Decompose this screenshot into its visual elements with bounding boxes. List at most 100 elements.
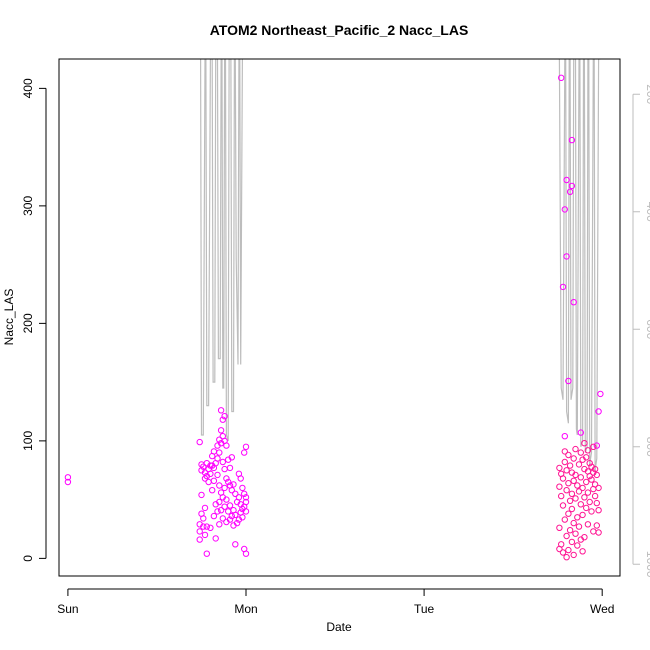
data-point-s1-31 [570, 551, 577, 559]
data-point-s1-1 [556, 483, 563, 490]
data-point-s0-20 [203, 550, 211, 557]
data-point-s1-65 [588, 476, 595, 483]
data-point-s1-14 [563, 487, 570, 494]
data-point-s0-108 [568, 136, 576, 144]
data-point-s0-12 [200, 523, 207, 530]
data-point-s0-24 [207, 470, 214, 477]
axes: Sun Mon Tue Wed 0 100 200 300 400 200 400 600 800 100… [21, 78, 650, 616]
data-point-s1-16 [563, 554, 570, 561]
data-point-s0-2 [196, 438, 203, 446]
data-point-s0-107 [566, 188, 574, 196]
data-point-s1-63 [586, 498, 593, 506]
data-point-s1-9 [559, 549, 567, 556]
data-point-s1-47 [579, 484, 586, 492]
data-point-s0-25 [207, 524, 214, 531]
data-point-s1-18 [565, 480, 572, 487]
data-point-s1-26 [568, 505, 576, 513]
data-point-s1-54 [583, 454, 590, 461]
data-point-s0-85 [237, 475, 244, 482]
data-point-s1-8 [559, 502, 567, 509]
data-point-s0-81 [233, 519, 241, 527]
data-point-s0-46 [217, 427, 225, 434]
data-point-s0-114 [597, 390, 604, 398]
data-point-s0-90 [239, 514, 246, 521]
data-point-s1-62 [586, 472, 593, 480]
data-point-s1-61 [586, 460, 593, 467]
y2-tick-label: 1000 [644, 551, 650, 578]
data-point-s0-103 [561, 433, 568, 440]
data-point-s1-27 [568, 538, 576, 546]
data-point-s1-33 [572, 471, 579, 479]
data-point-s0-43 [216, 498, 223, 506]
data-point-s0-37 [214, 455, 221, 462]
data-point-s0-55 [221, 413, 228, 420]
data-point-s0-96 [242, 494, 250, 501]
data-point-s0-77 [232, 490, 239, 497]
data-point-s1-17 [565, 451, 572, 459]
data-point-s0-42 [216, 482, 223, 489]
plot-frame [58, 58, 621, 577]
data-point-s0-44 [216, 521, 223, 528]
data-point-s0-91 [241, 449, 248, 456]
data-point-s1-71 [591, 465, 599, 473]
data-point-s1-11 [561, 458, 568, 466]
data-point-s0-66 [225, 508, 232, 515]
data-point-s0-15 [201, 504, 209, 512]
data-point-s1-19 [565, 510, 572, 517]
data-point-s1-23 [566, 527, 574, 534]
data-point-s1-37 [574, 514, 581, 521]
data-point-s0-112 [593, 442, 600, 449]
x-tick-label: Sun [57, 602, 78, 616]
data-point-s1-48 [579, 511, 586, 519]
data-point-s0-111 [577, 429, 584, 436]
data-point-s1-43 [577, 474, 584, 481]
data-point-s1-67 [590, 443, 597, 450]
data-point-s0-11 [200, 515, 207, 522]
data-point-s0-31 [210, 477, 218, 484]
data-point-s1-44 [577, 501, 584, 508]
data-point-s1-73 [591, 492, 599, 500]
data-point-s1-34 [572, 495, 579, 502]
data-point-s0-70 [226, 516, 234, 523]
data-point-s1-74 [593, 471, 600, 479]
y-tick-label: 0 [21, 555, 35, 562]
data-point-s0-1 [64, 478, 72, 486]
data-point-s1-32 [572, 445, 579, 453]
data-point-s1-0 [556, 464, 563, 472]
y-axis-label: Nacc_LAS [2, 289, 16, 346]
data-point-s0-69 [226, 502, 234, 509]
data-point-s1-77 [595, 484, 602, 492]
y2-tick-label: 800 [644, 437, 650, 457]
data-point-s0-104 [563, 176, 570, 184]
data-point-s1-76 [593, 522, 600, 529]
data-point-s0-101 [559, 283, 567, 291]
data-point-s0-39 [214, 508, 221, 515]
data-point-s0-45 [217, 407, 225, 414]
data-point-s0-100 [558, 74, 565, 82]
data-point-s0-32 [210, 512, 218, 520]
data-point-s0-22 [205, 478, 212, 486]
data-point-s0-52 [219, 458, 227, 466]
data-point-s0-8 [198, 491, 205, 499]
data-point-s0-49 [217, 507, 225, 514]
y-tick-label: 100 [21, 431, 35, 451]
data-point-s0-57 [221, 465, 228, 473]
x-tick-label: Wed [590, 602, 614, 616]
data-point-s1-55 [583, 478, 590, 486]
data-point-s0-62 [223, 496, 230, 503]
data-point-s0-105 [563, 253, 570, 260]
data-point-s1-50 [581, 440, 588, 447]
data-point-s0-74 [230, 481, 237, 488]
data-point-s1-39 [575, 461, 583, 468]
data-point-s0-110 [570, 299, 577, 306]
data-point-s0-72 [228, 487, 236, 494]
data-point-s1-70 [590, 528, 597, 535]
data-point-s1-79 [595, 529, 602, 536]
data-point-s0-35 [212, 535, 219, 542]
data-point-s0-73 [228, 512, 236, 520]
data-point-s1-40 [575, 488, 583, 495]
data-point-s1-21 [566, 462, 574, 469]
data-point-s0-54 [219, 515, 227, 522]
data-point-s0-106 [565, 377, 572, 385]
